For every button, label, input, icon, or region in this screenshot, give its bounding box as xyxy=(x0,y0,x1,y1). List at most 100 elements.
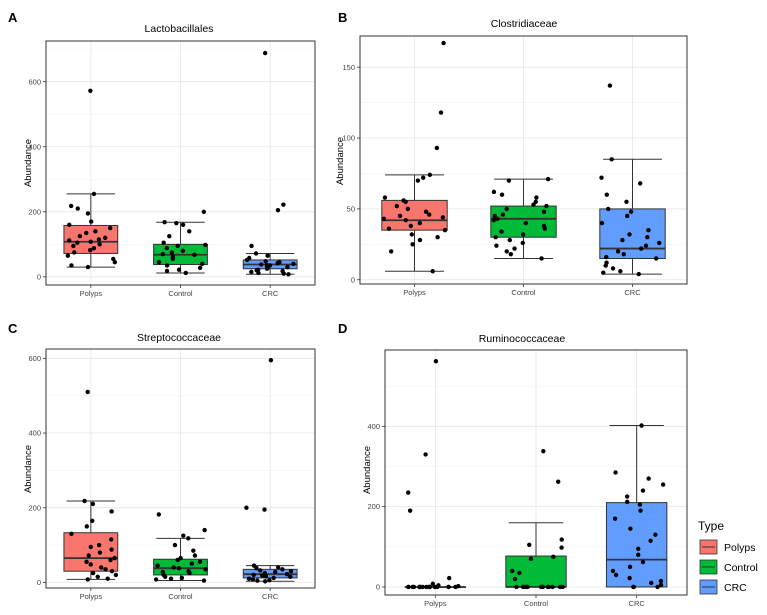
data-point xyxy=(88,562,93,567)
data-point xyxy=(263,574,269,579)
data-point xyxy=(262,507,267,512)
data-point xyxy=(658,578,664,584)
data-point xyxy=(528,556,534,562)
data-point xyxy=(512,576,518,582)
data-point xyxy=(534,195,539,200)
data-point xyxy=(397,213,403,219)
data-point xyxy=(603,263,608,268)
data-point xyxy=(421,175,426,180)
y-tick-label: 600 xyxy=(28,354,41,363)
data-point xyxy=(75,240,80,245)
data-point xyxy=(557,584,563,590)
data-point xyxy=(417,237,423,243)
data-point xyxy=(381,216,387,222)
data-point xyxy=(249,269,254,275)
data-point xyxy=(189,561,195,566)
data-point xyxy=(167,234,172,239)
data-point xyxy=(264,266,270,271)
data-point xyxy=(183,270,188,276)
data-point xyxy=(638,508,643,513)
chart-title: Clostridiaceae xyxy=(491,18,558,30)
data-point xyxy=(495,216,500,222)
data-point xyxy=(612,516,618,521)
legend-title: Type xyxy=(698,519,724,533)
data-point xyxy=(291,261,296,267)
data-point xyxy=(87,247,93,253)
x-tick-label: CRC xyxy=(262,592,279,601)
data-point xyxy=(653,256,659,261)
data-point xyxy=(423,452,428,457)
data-point xyxy=(109,509,114,514)
data-point xyxy=(97,242,102,247)
x-tick-label: Polyps xyxy=(80,289,103,298)
y-tick-label: 100 xyxy=(342,134,355,143)
box-control xyxy=(490,176,557,261)
data-point xyxy=(176,566,182,571)
x-tick-label: Polyps xyxy=(424,599,447,608)
data-point xyxy=(504,206,509,212)
data-point xyxy=(67,222,72,228)
data-point xyxy=(91,191,97,197)
data-point xyxy=(627,575,632,581)
data-point xyxy=(559,537,564,542)
data-point xyxy=(84,559,89,565)
data-point xyxy=(410,242,415,247)
data-point xyxy=(90,570,96,576)
data-point xyxy=(69,531,74,537)
legend-item-polyps: Polyps xyxy=(699,539,756,555)
panel-letter: A xyxy=(8,10,18,25)
x-tick-label: CRC xyxy=(624,288,641,297)
box-polyps xyxy=(63,88,119,270)
data-point xyxy=(615,249,621,254)
data-point xyxy=(627,232,632,237)
data-point xyxy=(409,232,414,237)
data-point xyxy=(275,207,281,213)
y-tick-label: 600 xyxy=(28,77,41,86)
data-point xyxy=(71,243,76,249)
data-point xyxy=(88,88,93,93)
data-point xyxy=(260,573,265,578)
data-point xyxy=(107,225,113,231)
data-point xyxy=(541,209,547,214)
y-tick-label: 0 xyxy=(37,578,41,587)
data-point xyxy=(640,559,646,565)
x-tick-label: Polyps xyxy=(80,592,103,601)
y-axis-label: Abundance xyxy=(362,446,373,494)
y-tick-label: 400 xyxy=(28,142,41,151)
data-point xyxy=(645,235,650,240)
data-point xyxy=(162,220,167,225)
data-point xyxy=(627,564,633,570)
data-point xyxy=(192,553,198,558)
data-point xyxy=(90,518,95,523)
data-point xyxy=(621,252,626,257)
data-point xyxy=(251,572,256,578)
data-point xyxy=(169,250,175,255)
panel-letter: C xyxy=(8,321,18,336)
data-point xyxy=(265,253,270,258)
data-point xyxy=(545,176,551,182)
data-point xyxy=(201,578,207,583)
data-point xyxy=(250,577,256,582)
data-point xyxy=(606,206,611,212)
data-point xyxy=(109,537,114,542)
data-point xyxy=(256,270,261,276)
data-point xyxy=(599,220,605,226)
data-point xyxy=(197,559,203,565)
panel-a: A Lactobacillales Abundance 0 200 400 600 Po… xyxy=(8,10,316,298)
data-point xyxy=(88,219,94,224)
data-point xyxy=(636,552,641,558)
data-point xyxy=(648,538,653,543)
data-point xyxy=(613,470,618,475)
data-point xyxy=(284,571,290,577)
data-point xyxy=(77,234,83,239)
data-point xyxy=(112,555,117,561)
data-point xyxy=(433,359,439,364)
data-point xyxy=(541,449,546,454)
data-point xyxy=(288,574,293,579)
data-point xyxy=(613,572,619,578)
x-tick-label: Control xyxy=(168,592,193,601)
y-tick-label: 400 xyxy=(367,422,380,431)
data-point xyxy=(417,584,423,590)
data-point xyxy=(394,203,400,209)
y-tick-label: 0 xyxy=(376,583,380,592)
